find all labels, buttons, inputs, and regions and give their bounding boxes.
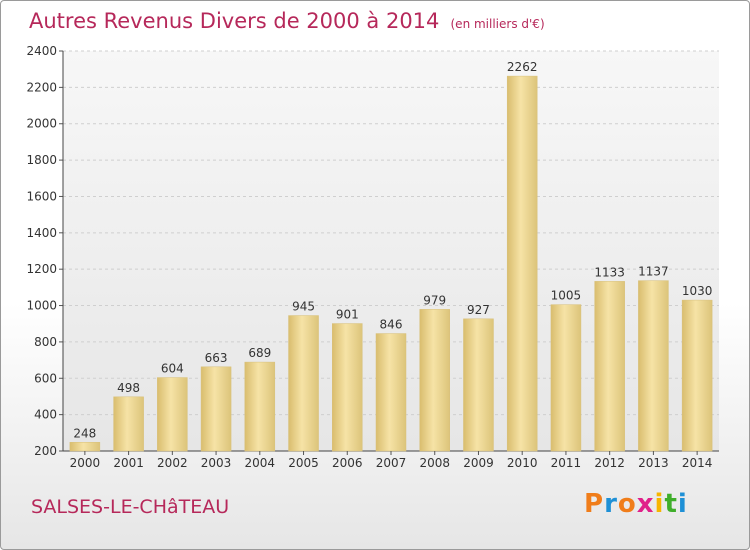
- data-label: 689: [248, 346, 271, 360]
- data-label: 927: [467, 303, 490, 317]
- bar: [288, 315, 319, 452]
- x-tick-label: 2001: [113, 456, 144, 470]
- bar: [638, 280, 669, 452]
- bar: [463, 318, 494, 452]
- data-label: 663: [205, 351, 228, 365]
- bar: [550, 304, 582, 452]
- data-label: 604: [161, 362, 184, 376]
- x-tick-label: 2002: [157, 456, 188, 470]
- data-label: 1137: [638, 265, 669, 279]
- x-tick-label: 2014: [682, 456, 713, 470]
- bar: [375, 333, 407, 452]
- bar: [113, 396, 144, 452]
- data-label: 1030: [682, 284, 713, 298]
- data-label: 2262: [507, 60, 538, 74]
- chart-title: Autres Revenus Divers de 2000 à 2014 (en…: [29, 9, 545, 33]
- y-tick-label: 800: [34, 335, 57, 349]
- bar: [200, 366, 232, 452]
- data-label: 846: [380, 318, 403, 332]
- logo-letter: t: [664, 489, 678, 519]
- x-tick-label: 2013: [638, 456, 669, 470]
- bar: [244, 361, 276, 452]
- bar: [419, 309, 450, 452]
- x-tick-label: 2006: [332, 456, 363, 470]
- y-tick-label: 1800: [26, 153, 57, 167]
- data-label: 945: [292, 300, 315, 314]
- proxiti-logo: Proxiti: [584, 489, 688, 519]
- y-tick-label: 2000: [26, 117, 57, 131]
- y-tick-label: 1000: [26, 299, 57, 313]
- logo-letter: P: [584, 489, 605, 519]
- logo-letter: i: [677, 489, 688, 519]
- y-tick-label: 1600: [26, 189, 57, 203]
- bar: [69, 442, 101, 452]
- x-tick-label: 2008: [419, 456, 450, 470]
- data-label: 1005: [551, 289, 582, 303]
- y-tick-label: 2200: [26, 80, 57, 94]
- data-label: 248: [73, 426, 96, 440]
- data-label: 1133: [594, 265, 625, 279]
- x-tick-label: 2007: [376, 456, 407, 470]
- x-tick-label: 2010: [507, 456, 538, 470]
- y-tick-label: 200: [34, 444, 57, 458]
- y-tick-label: 1400: [26, 226, 57, 240]
- y-tick-label: 2400: [26, 44, 57, 58]
- bar: [157, 377, 188, 452]
- x-tick-label: 2003: [201, 456, 232, 470]
- logo-letter: x: [636, 489, 655, 519]
- chart-title-unit: (en milliers d'€): [450, 17, 545, 31]
- y-tick-label: 600: [34, 371, 57, 385]
- data-label: 901: [336, 308, 359, 322]
- plot-area: 200 400 600 800 1000 1200 1400 1600 1800 2000 2200…: [26, 44, 719, 470]
- x-tick-label: 2009: [463, 456, 494, 470]
- x-tick-label: 2011: [551, 456, 582, 470]
- x-tick-label: 2000: [70, 456, 101, 470]
- logo-letter: r: [604, 489, 618, 519]
- chart-title-main: Autres Revenus Divers de 2000 à 2014: [29, 9, 440, 33]
- data-label: 498: [117, 381, 140, 395]
- bar: [681, 299, 713, 452]
- bar: [594, 281, 625, 452]
- logo-letter: o: [617, 489, 637, 519]
- data-label: 979: [423, 293, 446, 307]
- x-tick-label: 2012: [594, 456, 625, 470]
- town-name: SALSES-LE-CHâTEAU: [31, 496, 230, 518]
- bar: [332, 323, 363, 452]
- x-tick-label: 2005: [288, 456, 319, 470]
- bar: [506, 75, 538, 452]
- x-tick-label: 2004: [245, 456, 276, 470]
- logo-letter: i: [654, 489, 665, 519]
- y-tick-label: 1200: [26, 262, 57, 276]
- y-tick-label: 400: [34, 408, 57, 422]
